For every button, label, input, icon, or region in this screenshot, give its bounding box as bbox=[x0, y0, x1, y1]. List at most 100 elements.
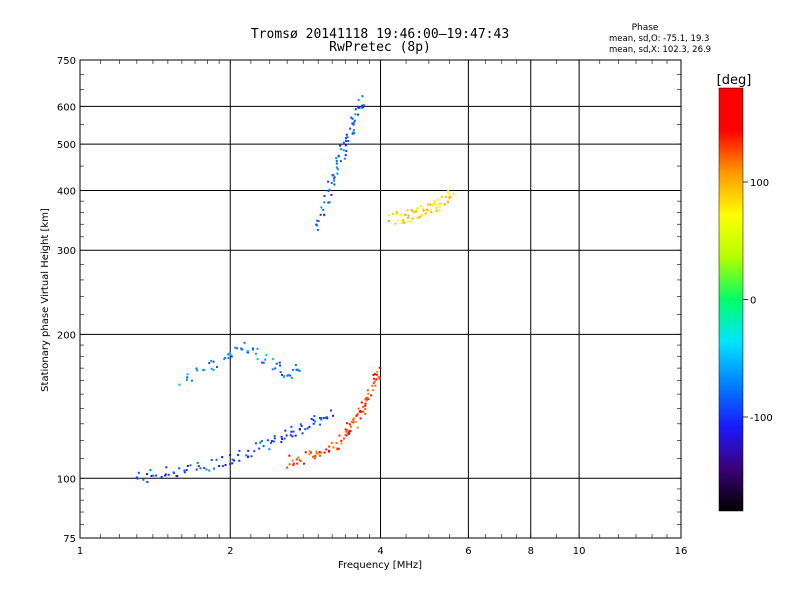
data-point bbox=[323, 194, 326, 197]
data-point bbox=[183, 471, 186, 474]
y-tick-label: 100 bbox=[57, 474, 76, 485]
y-tick-label: 400 bbox=[57, 186, 76, 197]
data-point bbox=[228, 351, 231, 354]
data-point bbox=[344, 154, 347, 157]
data-point bbox=[370, 394, 373, 397]
data-point bbox=[250, 455, 253, 458]
data-point bbox=[362, 104, 365, 107]
data-point bbox=[227, 353, 230, 356]
data-point bbox=[186, 464, 189, 467]
data-point bbox=[292, 368, 295, 371]
data-point bbox=[315, 450, 318, 453]
data-point bbox=[339, 144, 342, 147]
data-point bbox=[270, 441, 273, 444]
data-point bbox=[322, 208, 325, 211]
data-point bbox=[338, 447, 341, 450]
data-point bbox=[351, 132, 354, 135]
data-point bbox=[399, 214, 402, 217]
data-point bbox=[218, 465, 221, 468]
data-point bbox=[303, 462, 306, 465]
data-point bbox=[292, 464, 295, 467]
data-point bbox=[356, 105, 359, 108]
data-point bbox=[312, 455, 315, 458]
colorbar-unit-label: [deg] bbox=[717, 73, 752, 88]
data-point bbox=[280, 435, 283, 438]
data-point bbox=[435, 206, 438, 209]
data-point bbox=[230, 355, 233, 358]
data-point bbox=[234, 346, 237, 349]
data-point bbox=[208, 361, 211, 364]
data-point bbox=[202, 368, 205, 371]
data-point bbox=[224, 356, 227, 359]
data-point bbox=[150, 474, 153, 477]
data-point bbox=[325, 416, 328, 419]
data-point bbox=[247, 455, 250, 458]
data-point bbox=[309, 451, 312, 454]
data-point bbox=[450, 195, 453, 198]
data-point bbox=[367, 392, 370, 395]
data-point bbox=[310, 417, 313, 420]
y-tick-label: 75 bbox=[63, 534, 76, 545]
data-point bbox=[387, 214, 390, 217]
data-point bbox=[375, 373, 378, 376]
data-point bbox=[348, 431, 351, 434]
data-point bbox=[424, 212, 427, 215]
data-point bbox=[208, 469, 211, 472]
data-point bbox=[229, 353, 232, 356]
data-point bbox=[330, 193, 333, 196]
y-axis-label: Stationary phase Virtual Height [km] bbox=[40, 208, 51, 392]
data-point bbox=[364, 408, 367, 411]
data-point bbox=[345, 430, 348, 433]
data-point bbox=[231, 462, 234, 465]
data-point bbox=[291, 435, 294, 438]
data-point bbox=[135, 476, 138, 479]
data-point bbox=[372, 382, 375, 385]
phase-o-stats: mean, sd,O: -75.1, 19.3 bbox=[609, 34, 710, 44]
data-point bbox=[261, 361, 264, 364]
data-point bbox=[280, 373, 283, 376]
data-point bbox=[319, 423, 322, 426]
data-point bbox=[259, 441, 262, 444]
data-point bbox=[320, 451, 323, 454]
data-point bbox=[237, 454, 240, 457]
data-point bbox=[336, 168, 339, 171]
data-point bbox=[447, 192, 450, 195]
data-point bbox=[446, 199, 449, 202]
data-point bbox=[262, 361, 265, 364]
y-tick-label: 200 bbox=[57, 330, 76, 341]
data-point bbox=[431, 204, 434, 207]
data-point bbox=[433, 201, 436, 204]
data-point bbox=[278, 361, 281, 364]
data-point bbox=[320, 417, 323, 420]
data-point bbox=[415, 209, 418, 212]
data-point bbox=[372, 389, 375, 392]
data-point bbox=[213, 467, 216, 470]
colorbar bbox=[718, 87, 744, 512]
data-point bbox=[304, 451, 307, 454]
data-point bbox=[292, 430, 295, 433]
data-point bbox=[294, 363, 297, 366]
data-point bbox=[160, 475, 163, 478]
x-tick-label: 4 bbox=[377, 546, 383, 557]
data-point bbox=[330, 181, 333, 184]
data-point bbox=[260, 440, 263, 443]
data-point bbox=[142, 478, 145, 481]
data-point bbox=[178, 383, 181, 386]
data-point bbox=[330, 441, 333, 444]
colorbar-ticks: 100 0 -100 bbox=[743, 178, 773, 424]
data-point bbox=[362, 405, 365, 408]
data-point bbox=[313, 457, 316, 460]
data-point bbox=[325, 448, 328, 451]
data-point bbox=[345, 149, 348, 152]
data-point bbox=[215, 458, 218, 461]
data-point bbox=[312, 422, 315, 425]
data-point bbox=[335, 157, 338, 160]
data-point bbox=[273, 437, 276, 440]
data-point bbox=[407, 220, 410, 223]
data-point bbox=[317, 220, 320, 223]
data-point bbox=[332, 177, 335, 180]
data-point bbox=[333, 176, 336, 179]
data-point bbox=[296, 462, 299, 465]
data-point bbox=[254, 352, 257, 355]
data-point bbox=[345, 428, 348, 431]
